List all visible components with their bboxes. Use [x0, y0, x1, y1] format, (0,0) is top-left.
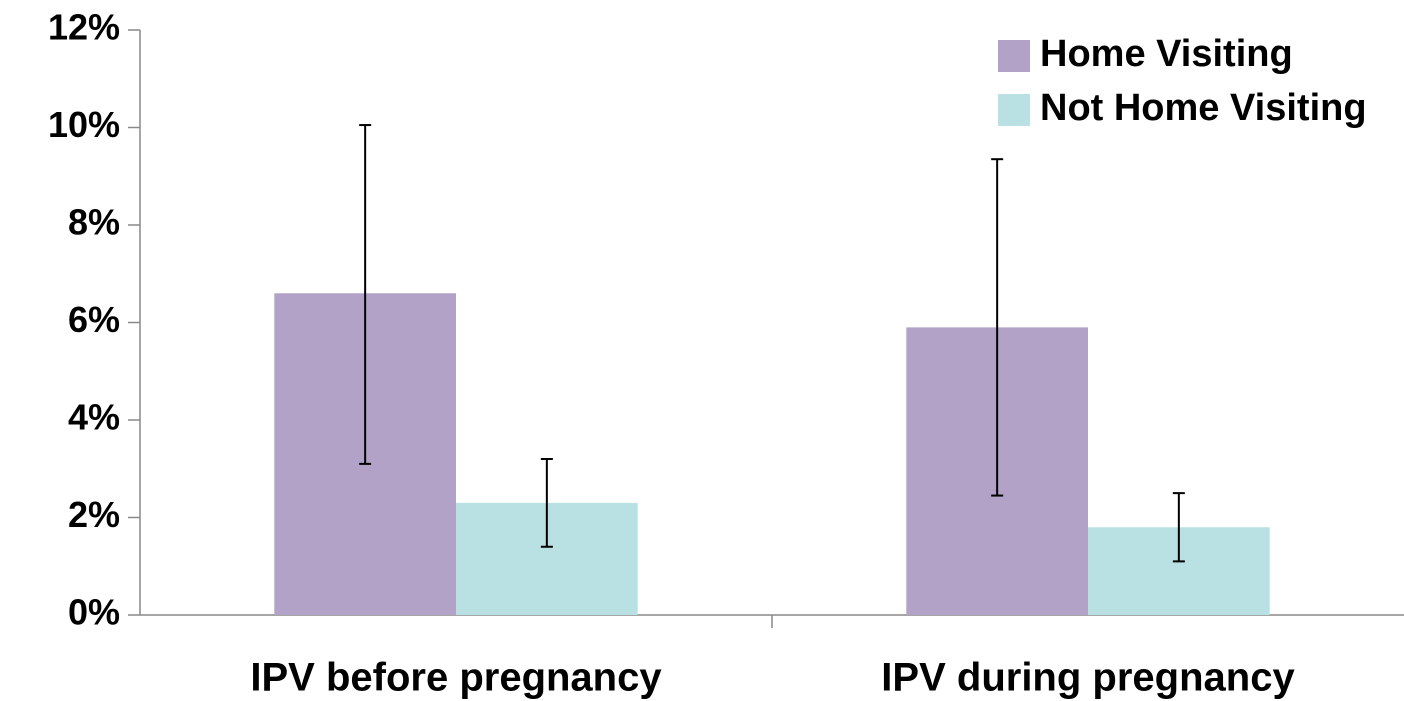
y-tick-label: 8%: [68, 202, 120, 243]
y-tick-label: 2%: [68, 494, 120, 535]
legend-label: Home Visiting: [1040, 33, 1293, 75]
x-tick-label: IPV before pregnancy: [250, 656, 662, 700]
x-tick-label: IPV during pregnancy: [881, 656, 1295, 700]
y-tick-label: 10%: [48, 104, 120, 145]
legend-swatch: [998, 40, 1030, 72]
y-tick-label: 0%: [68, 592, 120, 633]
y-tick-label: 4%: [68, 397, 120, 438]
y-tick-label: 6%: [68, 299, 120, 340]
y-tick-label: 12%: [48, 7, 120, 48]
legend-label: Not Home Visiting: [1040, 87, 1367, 129]
legend-swatch: [998, 94, 1030, 126]
